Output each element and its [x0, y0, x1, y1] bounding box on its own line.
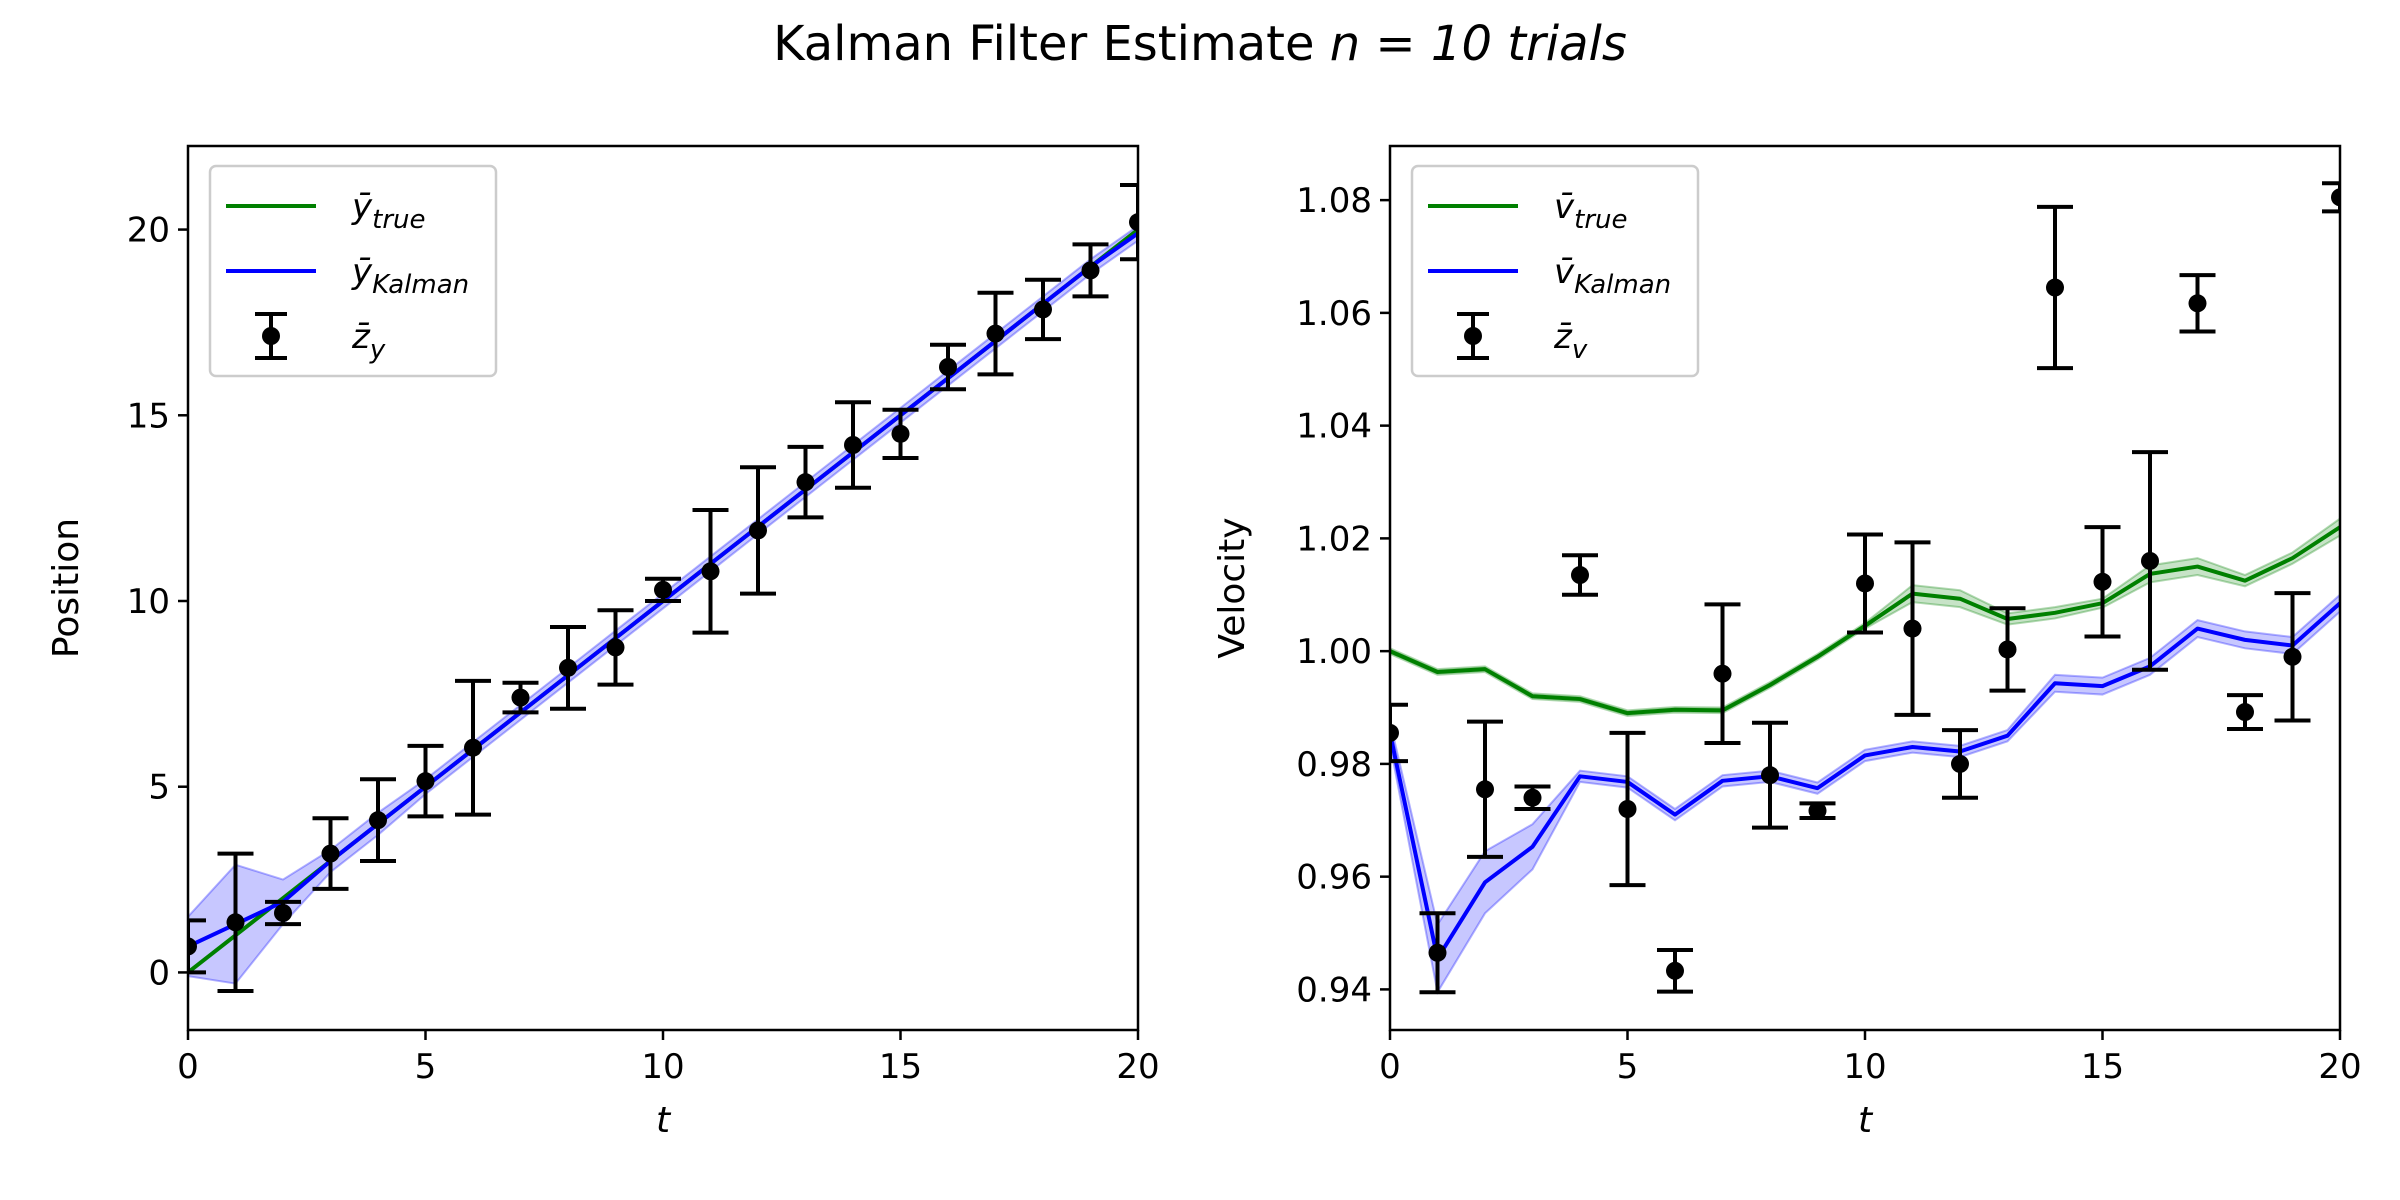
x-tick-label: 10 [1843, 1047, 1886, 1087]
y-tick-label: 15 [127, 396, 170, 436]
measurement-point [1081, 261, 1100, 280]
y-tick-label: 1.06 [1296, 294, 1372, 334]
measurement-point [2283, 647, 2302, 666]
figure-title: Kalman Filter Estimate n = 10 trials [773, 16, 1627, 72]
measurement-point [1998, 640, 2017, 659]
measurement-point [369, 811, 387, 830]
kalman-confidence-band [1390, 593, 2340, 995]
velocity-chart: 0 5 10 15 20 0.94 0.96 0.98 1.00 1.02 1.04 1.06 1.08… [1212, 144, 2362, 1141]
y-tick-label: 0.98 [1296, 745, 1372, 785]
y-tick-label: 1.02 [1296, 519, 1372, 559]
measurement-point [1571, 566, 1589, 585]
measurement-point [511, 688, 530, 707]
x-tick-label: 5 [415, 1047, 437, 1087]
measurement-point [1034, 300, 1052, 319]
measurement-point [1951, 754, 1969, 773]
measurement-point [2046, 278, 2064, 297]
measurement-point [188, 937, 197, 956]
legend: v̄true v̄Kalman z̄v [1410, 164, 1700, 378]
y-axis-label: Position [46, 518, 87, 658]
figure-title-math: n = 10 trials [1330, 16, 1627, 72]
measurement-point [1129, 213, 1138, 232]
measurement-point [1523, 788, 1542, 807]
measurement-point [1761, 766, 1779, 785]
y-tick-label: 0 [148, 953, 170, 993]
measurement-errorbar [1120, 183, 1138, 262]
x-tick-label: 0 [1379, 1047, 1401, 1087]
legend: ȳtrue ȳKalman z̄y [208, 164, 498, 378]
legend-label: ȳtrue [351, 187, 425, 235]
measurement-point [1808, 801, 1827, 820]
legend-label: z̄y [351, 317, 386, 365]
measurement-point [1476, 780, 1494, 799]
position-chart: 0 5 10 15 20 0 5 10 15 20 t Position ȳtrue ȳKalman z̄y [46, 144, 1160, 1141]
x-axis-label: t [656, 1100, 672, 1141]
measurement-point [2331, 188, 2340, 207]
measurement-point [891, 424, 910, 443]
plot-area [188, 183, 1138, 993]
x-tick-label: 20 [2318, 1047, 2361, 1087]
measurement-point [2236, 703, 2254, 722]
measurement-errorbar [1390, 702, 1408, 764]
y-tick-label: 1.04 [1296, 407, 1372, 447]
measurement-point [1666, 961, 1684, 980]
x-tick-label: 15 [2081, 1047, 2124, 1087]
measurement-point [844, 436, 862, 454]
x-tick-label: 0 [177, 1047, 199, 1087]
measurement-point [2093, 572, 2112, 591]
measurement-point [796, 473, 815, 492]
measurement-point [701, 562, 720, 581]
y-tick-label: 0.94 [1296, 970, 1372, 1010]
x-tick-label: 15 [879, 1047, 922, 1087]
measurement-point [416, 772, 435, 791]
x-tick-label: 5 [1617, 1047, 1639, 1087]
measurement-point [226, 913, 245, 932]
measurement-point [559, 658, 577, 677]
legend-frame [208, 164, 498, 378]
y-tick-label: 1.08 [1296, 181, 1372, 221]
measurement-errorbar [188, 918, 206, 975]
measurement-point [1428, 943, 1447, 962]
measurement-point [2188, 294, 2207, 313]
measurement-point [1713, 664, 1732, 683]
y-tick-label: 10 [127, 582, 170, 622]
y-tick-label: 1.00 [1296, 632, 1372, 672]
measurement-point [606, 638, 625, 657]
measurement-point [1390, 723, 1399, 742]
measurement-point [939, 358, 957, 376]
legend-marker [1464, 327, 1482, 345]
legend-label: z̄v [1553, 317, 1588, 365]
x-tick-label: 20 [1116, 1047, 1159, 1087]
measurement-point [464, 738, 482, 757]
legend-label: v̄true [1554, 187, 1627, 235]
measurement-point [986, 324, 1005, 343]
x-axis-label: t [1858, 1100, 1874, 1141]
measurement-point [1856, 574, 1874, 593]
measurement-point [1618, 800, 1637, 818]
kalman-series-line [1390, 601, 2340, 961]
measurement-errorbar [2322, 181, 2340, 214]
y-tick-label: 20 [127, 211, 170, 251]
plot-area [1390, 181, 2340, 995]
legend-marker [262, 327, 280, 345]
measurement-point [321, 844, 340, 863]
y-tick-label: 5 [148, 768, 170, 808]
legend-label: v̄Kalman [1554, 252, 1671, 300]
legend-frame [1410, 164, 1700, 378]
measurement-point [274, 904, 292, 922]
x-tick-label: 10 [641, 1047, 684, 1087]
measurement-point [654, 580, 672, 599]
y-axis-label: Velocity [1212, 517, 1253, 658]
measurement-point [1903, 619, 1922, 638]
measurement-point [2141, 551, 2159, 570]
legend-label: ȳKalman [351, 252, 469, 300]
figure-title-text: Kalman Filter Estimate [773, 16, 1314, 72]
measurement-point [749, 521, 767, 540]
y-tick-label: 0.96 [1296, 858, 1372, 898]
